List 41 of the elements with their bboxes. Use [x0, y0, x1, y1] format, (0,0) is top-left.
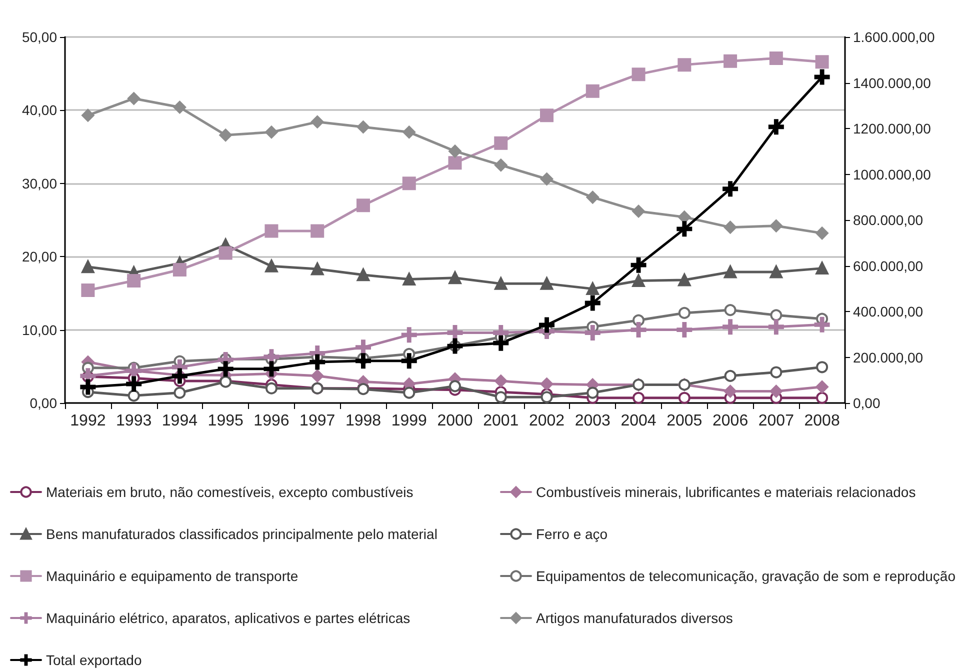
y2-tick-label: 600.000,00 — [853, 258, 924, 274]
x-tick-label: 2001 — [483, 412, 519, 430]
x-tick-label: 1996 — [254, 412, 290, 430]
y2-tick-label: 1.600.000,00 — [853, 29, 935, 45]
legend-label: Materiais em bruto, não comestíveis, excepto combustíveis — [46, 484, 414, 500]
legend-label: Total exportado — [46, 652, 142, 668]
legend-label: Bens manufaturados classificados principalmente pelo material — [46, 526, 438, 542]
y2-tick-label: 200.000,00 — [853, 349, 924, 366]
x-tick-label: 1999 — [391, 412, 428, 430]
x-tick-label: 2004 — [620, 412, 656, 430]
x-tick-label: 2000 — [437, 412, 473, 430]
y-tick-label: 40,00 — [22, 102, 58, 118]
x-tick-label: 1993 — [116, 412, 152, 430]
x-tick-label: 2008 — [804, 412, 840, 430]
y2-tick-label: 1400.000,00 — [853, 74, 932, 91]
y2-tick-label: 400.000,00 — [853, 304, 924, 320]
y-tick-label: 30,00 — [22, 175, 58, 192]
legend-label: Artigos manufaturados diversos — [536, 610, 733, 626]
y-tick-label: 20,00 — [22, 248, 58, 265]
x-tick-label: 1997 — [300, 412, 336, 430]
y-tick-label: 50,00 — [22, 29, 58, 45]
x-tick-label: 1994 — [162, 412, 198, 430]
x-tick-label: 1992 — [70, 412, 106, 430]
legend-label: Combustíveis minerais, lubrificantes e materiais relacionados — [536, 484, 916, 500]
x-tick-label: 2006 — [712, 412, 748, 430]
x-tick-label: 1995 — [208, 412, 244, 430]
x-tick-label: 2003 — [574, 412, 611, 430]
y2-tick-label: 1000.000,00 — [853, 166, 932, 182]
y-tick-label: 0,00 — [30, 395, 58, 411]
y2-tick-label: 0,00 — [853, 395, 880, 411]
y-tick-label: 10,00 — [22, 322, 58, 338]
legend-label: Maquinário e equipamento de transporte — [46, 568, 298, 584]
x-tick-label: 2007 — [758, 412, 794, 430]
y2-tick-label: 1200.000,00 — [853, 120, 932, 136]
legend-label: Ferro e aço — [536, 526, 608, 542]
y2-tick-label: 800.000,00 — [853, 212, 924, 228]
legend-label: Equipamentos de telecomunicação, gravação de som e reprodução — [536, 568, 956, 584]
x-tick-label: 2002 — [528, 412, 565, 430]
legend-label: Maquinário elétrico, aparatos, aplicativos e partes elétricas — [46, 610, 410, 626]
x-tick-label: 1998 — [345, 412, 382, 430]
x-tick-label: 2005 — [666, 412, 702, 430]
